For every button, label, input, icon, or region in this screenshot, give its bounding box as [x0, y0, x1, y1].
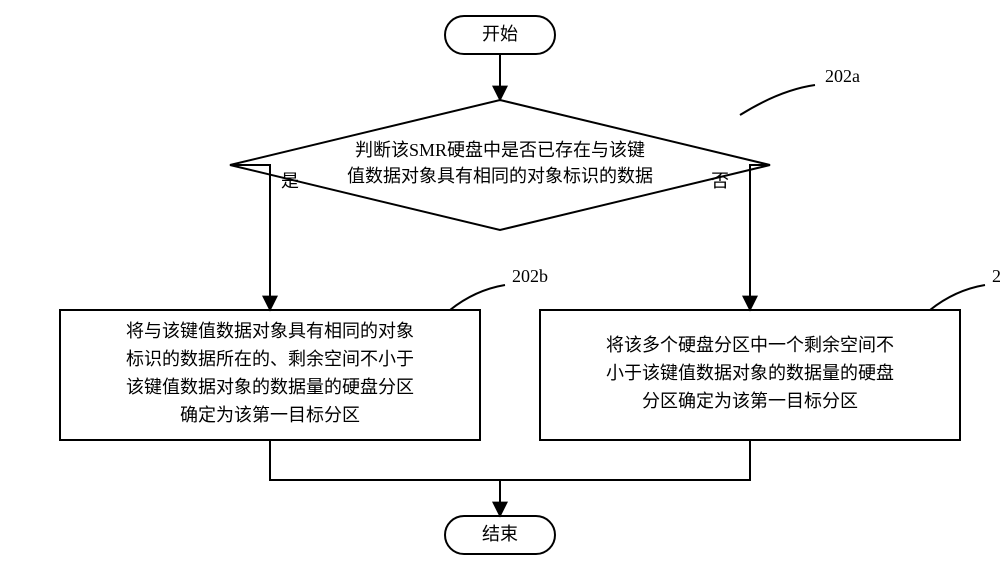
process-yes-ref: 202b — [512, 266, 548, 286]
process-yes-text-2: 该键值数据对象的数据量的硬盘分区 — [126, 377, 414, 397]
edge-yes-merge — [270, 440, 500, 480]
edge-label-yes: 是 — [281, 171, 299, 191]
process-no-ref: 202c — [992, 266, 1000, 286]
process-no-ref-leader — [930, 285, 985, 310]
process-no-text-2: 分区确定为该第一目标分区 — [642, 391, 858, 411]
decision-text-0: 判断该SMR硬盘中是否已存在与该键 — [355, 140, 645, 160]
decision-text-1: 值数据对象具有相同的对象标识的数据 — [347, 166, 653, 186]
start-label: 开始 — [482, 24, 518, 44]
end-label: 结束 — [482, 524, 518, 544]
edge-label-no: 否 — [711, 171, 729, 191]
process-yes-text-1: 标识的数据所在的、剩余空间不小于 — [126, 349, 414, 369]
process-no-text-0: 将该多个硬盘分区中一个剩余空间不 — [606, 335, 894, 355]
process-yes-text-3: 确定为该第一目标分区 — [180, 405, 360, 425]
decision-node — [230, 100, 770, 230]
process-no-text-1: 小于该键值数据对象的数据量的硬盘 — [606, 363, 894, 383]
edge-decision-no — [750, 165, 770, 310]
ref-202a: 202a — [825, 66, 860, 86]
ref-202a-leader — [740, 85, 815, 115]
process-yes-text-0: 将与该键值数据对象具有相同的对象 — [126, 321, 414, 341]
process-yes-ref-leader — [450, 285, 505, 310]
edge-no-merge — [500, 440, 750, 480]
edge-decision-yes — [230, 165, 270, 310]
